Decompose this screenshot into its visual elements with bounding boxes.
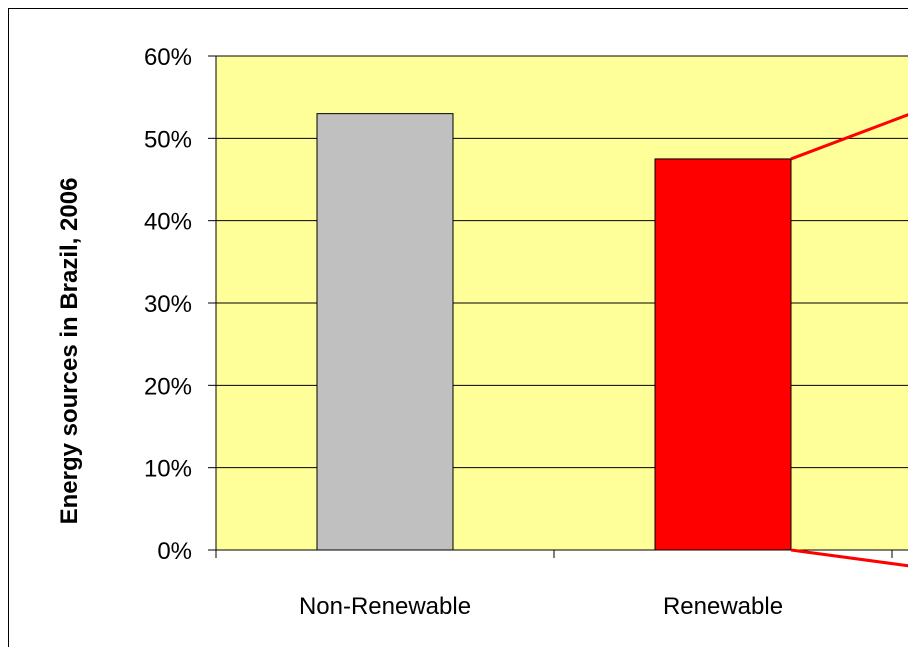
y-tick-label: 60% [144,44,192,71]
y-tick-label: 30% [144,291,192,318]
bar-non-renewable [316,113,454,551]
y-axis-title: Energy sources in Brazil, 2006 [56,178,83,525]
y-tick-label: 20% [144,373,192,400]
y-tick-label: 50% [144,126,192,153]
bar-renewable [654,158,792,551]
y-tick-label: 40% [144,209,192,236]
y-axis-ticks: 0% 10% 20% 30% 40% 50% 60% [144,44,216,565]
x-tick-label: Renewable [663,593,783,620]
x-tick-label: Non-Renewable [299,593,471,620]
y-tick-label: 0% [157,538,192,565]
y-tick-label: 10% [144,456,192,483]
callout-line-bottom [790,548,908,568]
bars [316,113,792,551]
callout-line-top [790,113,908,161]
x-axis-ticks: Non-Renewable Renewable [215,550,893,620]
callout-lines [790,113,908,568]
